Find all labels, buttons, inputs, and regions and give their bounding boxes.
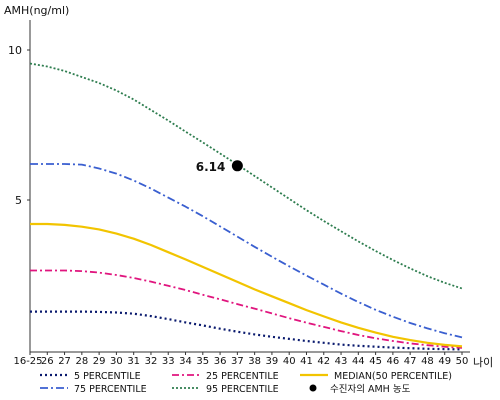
x-tick-label: 44	[352, 356, 365, 367]
patient-amh-point	[231, 160, 243, 172]
x-tick-label: 31	[127, 356, 140, 367]
x-tick-label: 16-25	[13, 356, 42, 367]
legend-label: 75 PERCENTILE	[74, 384, 147, 395]
x-tick-label: 35	[196, 356, 209, 367]
x-tick-label: 29	[93, 356, 106, 367]
x-tick-label: 48	[421, 356, 434, 367]
legend-label: 수진자의 AMH 농도	[330, 384, 411, 395]
x-tick-label: 37	[231, 356, 244, 367]
x-tick-label: 26	[41, 356, 54, 367]
x-tick-label: 46	[387, 356, 400, 367]
y-tick-label: 5	[15, 194, 22, 207]
x-axis-title: 나이	[473, 356, 493, 369]
x-tick-label: 43	[335, 356, 348, 367]
axes	[27, 20, 470, 355]
series-lines	[29, 62, 463, 351]
legend-label: 5 PERCENTILE	[74, 371, 141, 382]
legend: 5 PERCENTILE 25 PERCENTILE MEDIAN(50 PERCE…	[40, 371, 452, 395]
x-tick-label: 40	[283, 356, 296, 367]
series-line-75-percentile	[30, 163, 463, 339]
patient-marker: 6.14	[196, 160, 243, 174]
legend-marker-dot	[309, 384, 317, 392]
patient-amh-value: 6.14	[196, 160, 226, 174]
x-tick-label: 34	[179, 356, 192, 367]
x-tick-label: 49	[438, 356, 451, 367]
series-line-25-percentile	[30, 269, 463, 349]
series-line-95-percentile	[29, 62, 463, 290]
y-axis-title: AMH(ng/ml)	[4, 4, 69, 17]
legend-label: MEDIAN(50 PERCENTILE)	[334, 371, 452, 382]
y-tick-label: 10	[8, 44, 22, 57]
legend-label: 25 PERCENTILE	[206, 371, 279, 382]
x-tick-label: 50	[456, 356, 469, 367]
x-tick-label: 28	[75, 356, 88, 367]
x-tick-label: 41	[300, 356, 313, 367]
x-tick-label: 33	[162, 356, 175, 367]
x-tick-label: 36	[214, 356, 227, 367]
x-tick-label: 45	[369, 356, 382, 367]
x-tick-label: 38	[248, 356, 261, 367]
legend-label: 95 PERCENTILE	[206, 384, 279, 395]
x-tick-label: 30	[110, 356, 123, 367]
x-tick-label: 27	[58, 356, 71, 367]
series-line-5-percentile	[30, 310, 463, 351]
x-tick-label: 47	[404, 356, 417, 367]
x-tick-label: 42	[317, 356, 330, 367]
x-tick-label: 32	[145, 356, 158, 367]
series-line-median-50-percentile-	[30, 222, 463, 348]
x-tick-label: 39	[266, 356, 279, 367]
